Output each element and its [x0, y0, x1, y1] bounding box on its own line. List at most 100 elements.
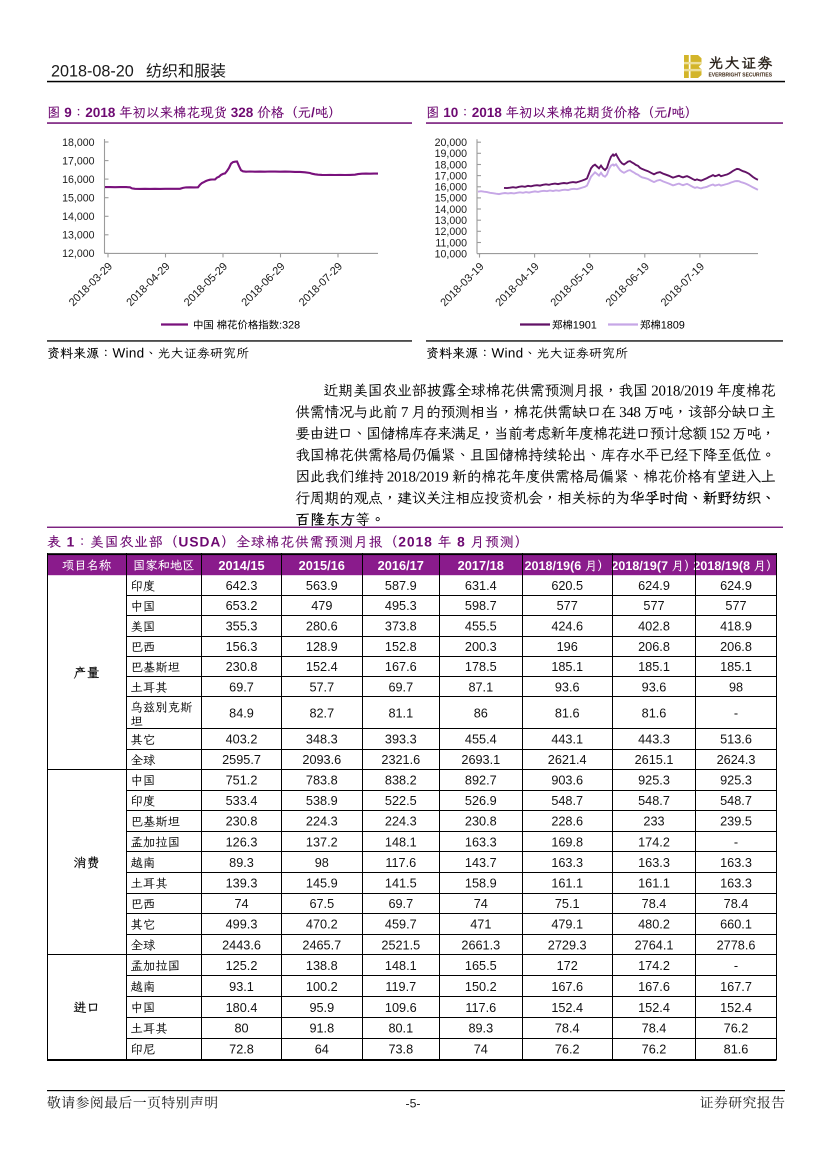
svg-text:84.9: 84.9 [229, 707, 254, 721]
svg-text:471: 471 [470, 918, 491, 932]
svg-text:19,000: 19,000 [435, 148, 468, 160]
svg-text:2764.1: 2764.1 [635, 938, 674, 952]
svg-text:165.5: 165.5 [465, 959, 497, 973]
svg-text:455.4: 455.4 [465, 733, 497, 747]
svg-text:548.7: 548.7 [720, 794, 752, 808]
svg-text:152.4: 152.4 [306, 660, 338, 674]
svg-text:161.1: 161.1 [551, 877, 583, 891]
svg-text:78.4: 78.4 [642, 897, 667, 911]
svg-text:64: 64 [315, 1043, 329, 1057]
svg-text:470.2: 470.2 [306, 918, 338, 932]
svg-text:16,000: 16,000 [62, 174, 95, 186]
svg-text:161.1: 161.1 [638, 877, 670, 891]
svg-text:163.3: 163.3 [720, 877, 752, 891]
svg-text:93.1: 93.1 [229, 980, 254, 994]
svg-text:2015/16: 2015/16 [299, 558, 345, 573]
svg-text:577: 577 [557, 599, 578, 613]
svg-text:563.9: 563.9 [306, 579, 338, 593]
svg-text:76.2: 76.2 [555, 1043, 580, 1057]
svg-text:169.8: 169.8 [551, 835, 583, 849]
svg-text:233: 233 [643, 815, 664, 829]
svg-text:751.2: 751.2 [226, 774, 258, 788]
svg-text:620.5: 620.5 [551, 579, 583, 593]
svg-text:653.2: 653.2 [226, 599, 258, 613]
svg-text:206.8: 206.8 [720, 640, 752, 654]
svg-text:81.6: 81.6 [642, 707, 667, 721]
svg-text:903.6: 903.6 [551, 774, 583, 788]
svg-text:892.7: 892.7 [465, 774, 497, 788]
svg-text:-: - [734, 835, 738, 849]
svg-text:624.9: 624.9 [638, 579, 670, 593]
svg-text:185.1: 185.1 [638, 660, 670, 674]
svg-text:80: 80 [234, 1022, 248, 1036]
svg-text:479.1: 479.1 [551, 918, 583, 932]
svg-text:98: 98 [729, 680, 743, 694]
svg-text:2018-04-29: 2018-04-29 [124, 261, 172, 309]
svg-text:174.2: 174.2 [638, 959, 670, 973]
svg-text:89.3: 89.3 [468, 1022, 493, 1036]
svg-text:2521.5: 2521.5 [381, 938, 420, 952]
svg-text:148.1: 148.1 [385, 959, 417, 973]
svg-text:925.3: 925.3 [720, 774, 752, 788]
svg-text:224.3: 224.3 [306, 815, 338, 829]
svg-text:2661.3: 2661.3 [461, 938, 500, 952]
svg-text:69.7: 69.7 [388, 897, 413, 911]
svg-text:167.6: 167.6 [551, 980, 583, 994]
svg-text:577: 577 [725, 599, 746, 613]
svg-text:148.1: 148.1 [385, 835, 417, 849]
svg-text:16,000: 16,000 [435, 182, 468, 194]
svg-text:2443.6: 2443.6 [222, 938, 261, 952]
svg-text:95.9: 95.9 [309, 1001, 334, 1015]
svg-text:-: - [734, 707, 738, 721]
svg-text:178.5: 178.5 [465, 660, 497, 674]
svg-text:443.3: 443.3 [638, 733, 670, 747]
svg-text:11,000: 11,000 [435, 237, 467, 249]
svg-text:783.8: 783.8 [306, 774, 338, 788]
svg-text:228.6: 228.6 [551, 815, 583, 829]
svg-text:2016/17: 2016/17 [378, 558, 424, 573]
svg-text:18,000: 18,000 [435, 159, 468, 171]
svg-text:538.9: 538.9 [306, 794, 338, 808]
svg-text:13,000: 13,000 [435, 215, 468, 227]
svg-text:2595.7: 2595.7 [222, 753, 261, 767]
svg-text:418.9: 418.9 [720, 620, 752, 634]
svg-text:167.6: 167.6 [638, 980, 670, 994]
svg-text:150.2: 150.2 [465, 980, 497, 994]
svg-text:577: 577 [643, 599, 664, 613]
svg-text:12,000: 12,000 [62, 248, 95, 260]
svg-text:239.5: 239.5 [720, 815, 752, 829]
svg-text:163.3: 163.3 [638, 856, 670, 870]
svg-text:526.9: 526.9 [465, 794, 497, 808]
svg-text:443.1: 443.1 [551, 733, 583, 747]
svg-text:73.8: 73.8 [388, 1043, 413, 1057]
svg-text:925.3: 925.3 [638, 774, 670, 788]
svg-text:10,000: 10,000 [435, 248, 468, 260]
svg-text:522.5: 522.5 [385, 794, 417, 808]
svg-text:167.7: 167.7 [720, 980, 752, 994]
svg-text:74: 74 [234, 897, 248, 911]
svg-text:93.6: 93.6 [642, 680, 667, 694]
svg-text:548.7: 548.7 [551, 794, 583, 808]
svg-text:80.1: 80.1 [388, 1022, 413, 1036]
svg-text:57.7: 57.7 [309, 680, 334, 694]
svg-text:125.2: 125.2 [226, 959, 258, 973]
svg-text:2014/15: 2014/15 [218, 558, 264, 573]
svg-text:180.4: 180.4 [226, 1001, 258, 1015]
svg-text:117.6: 117.6 [385, 856, 416, 870]
svg-text:459.7: 459.7 [385, 918, 417, 932]
svg-text:76.2: 76.2 [724, 1022, 749, 1036]
svg-text:15,000: 15,000 [435, 193, 468, 205]
svg-text:152.8: 152.8 [385, 640, 417, 654]
svg-text:12,000: 12,000 [435, 226, 468, 238]
svg-text:87.1: 87.1 [468, 680, 493, 694]
svg-text:348.3: 348.3 [306, 733, 338, 747]
svg-text:2729.3: 2729.3 [548, 938, 587, 952]
svg-text:152.4: 152.4 [638, 1001, 670, 1015]
svg-text:2017/18: 2017/18 [458, 558, 504, 573]
svg-text:230.8: 230.8 [226, 660, 258, 674]
svg-text:355.3: 355.3 [226, 620, 258, 634]
svg-text:152.4: 152.4 [720, 1001, 752, 1015]
svg-text:163.3: 163.3 [465, 835, 497, 849]
svg-text:224.3: 224.3 [385, 815, 417, 829]
svg-text:78.4: 78.4 [642, 1022, 667, 1036]
